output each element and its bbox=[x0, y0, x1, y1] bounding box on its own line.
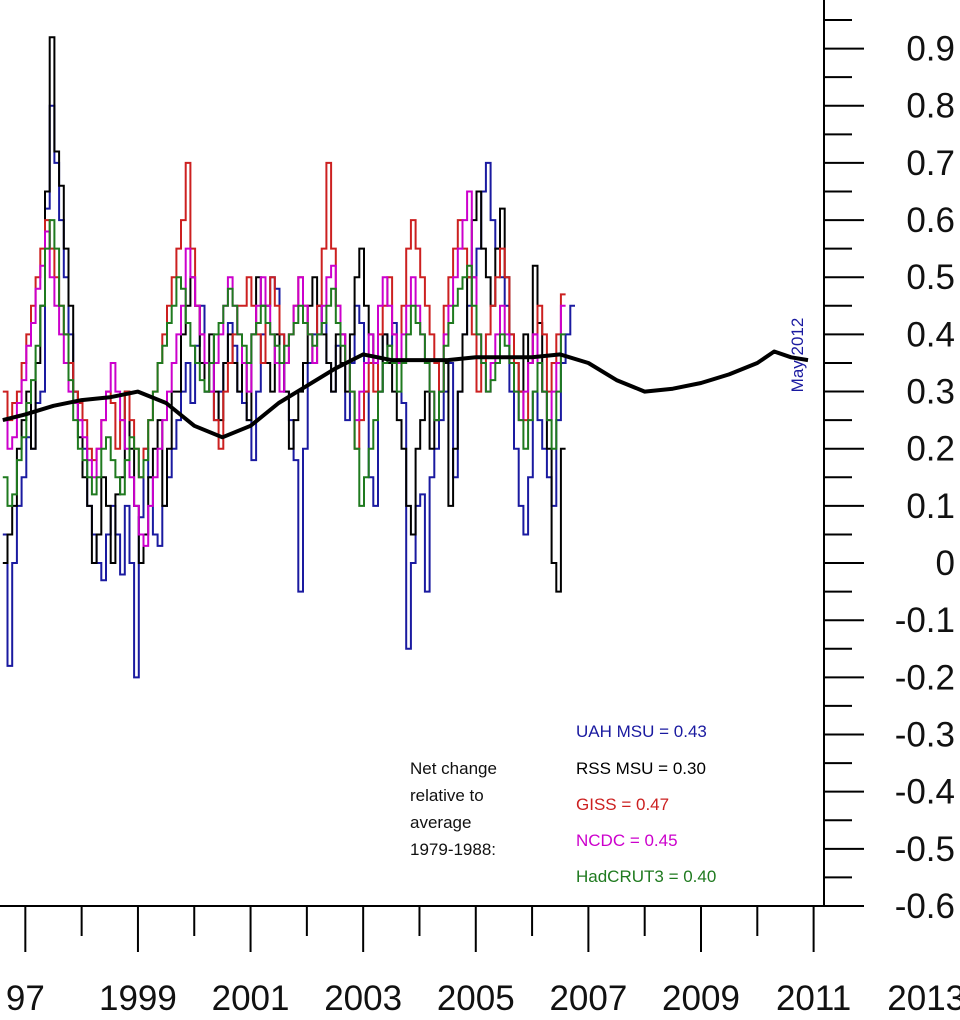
series-ncdc bbox=[2, 190, 566, 547]
x-tick-label: 2007 bbox=[549, 979, 627, 1018]
legend-entry-ncdc: NCDC = 0.45 bbox=[576, 831, 678, 850]
y-tick-label: -0.6 bbox=[895, 887, 955, 926]
x-tick-label: 2011 bbox=[776, 979, 851, 1018]
y-tick-label: 0.1 bbox=[906, 487, 955, 526]
legend-entry-giss: GISS = 0.47 bbox=[576, 795, 669, 814]
x-axis-backing bbox=[0, 907, 960, 1020]
smoothed-mean-line bbox=[2, 349, 809, 440]
y-tick-label: 0.9 bbox=[906, 30, 955, 69]
y-tick-label: 0.4 bbox=[906, 315, 955, 354]
x-tick-label: 2003 bbox=[324, 979, 402, 1018]
y-tick-label: -0.5 bbox=[895, 830, 955, 869]
x-tick-label: 2009 bbox=[662, 979, 740, 1018]
note-line-3: average bbox=[410, 813, 471, 832]
series-hadcrut3 bbox=[2, 219, 566, 507]
y-tick-label: -0.3 bbox=[895, 716, 955, 755]
note-line-4: 1979-1988: bbox=[410, 840, 496, 859]
y-tick-label: 0.7 bbox=[906, 144, 955, 183]
note-block: Net change relative to average 1979-1988… bbox=[410, 759, 497, 859]
y-tick-label: 0.2 bbox=[906, 430, 955, 469]
legend-entry-rss: RSS MSU = 0.30 bbox=[576, 759, 706, 778]
series-rss-msu bbox=[2, 36, 566, 593]
legend-entry-uah: UAH MSU = 0.43 bbox=[576, 722, 707, 741]
legend-entry-hadcrut3: HadCRUT3 = 0.40 bbox=[576, 867, 716, 886]
note-line-1: Net change bbox=[410, 759, 497, 778]
y-tick-label: 0 bbox=[936, 544, 955, 583]
x-tick-label: 2001 bbox=[212, 979, 290, 1018]
date-label: May 2012 bbox=[788, 318, 807, 393]
y-tick-label: 0.3 bbox=[906, 373, 955, 412]
series-layer bbox=[2, 36, 575, 679]
smoothed-layer bbox=[2, 349, 809, 440]
y-tick-label: 0.5 bbox=[906, 258, 955, 297]
legend: UAH MSU = 0.43 RSS MSU = 0.30 GISS = 0.4… bbox=[576, 722, 716, 886]
x-tick-label: 2005 bbox=[437, 979, 515, 1018]
x-tick-label: 2013 bbox=[887, 979, 960, 1018]
y-axis-backing bbox=[825, 0, 960, 1020]
y-tick-label: -0.1 bbox=[895, 601, 955, 640]
y-tick-label: -0.4 bbox=[895, 773, 955, 812]
x-tick-label: 97 bbox=[6, 979, 45, 1018]
y-tick-label: -0.2 bbox=[895, 658, 955, 697]
note-line-2: relative to bbox=[410, 786, 484, 805]
y-tick-label: 0.6 bbox=[906, 201, 955, 240]
y-tick-label: 0.8 bbox=[906, 87, 955, 126]
x-tick-label: 1999 bbox=[99, 979, 177, 1018]
